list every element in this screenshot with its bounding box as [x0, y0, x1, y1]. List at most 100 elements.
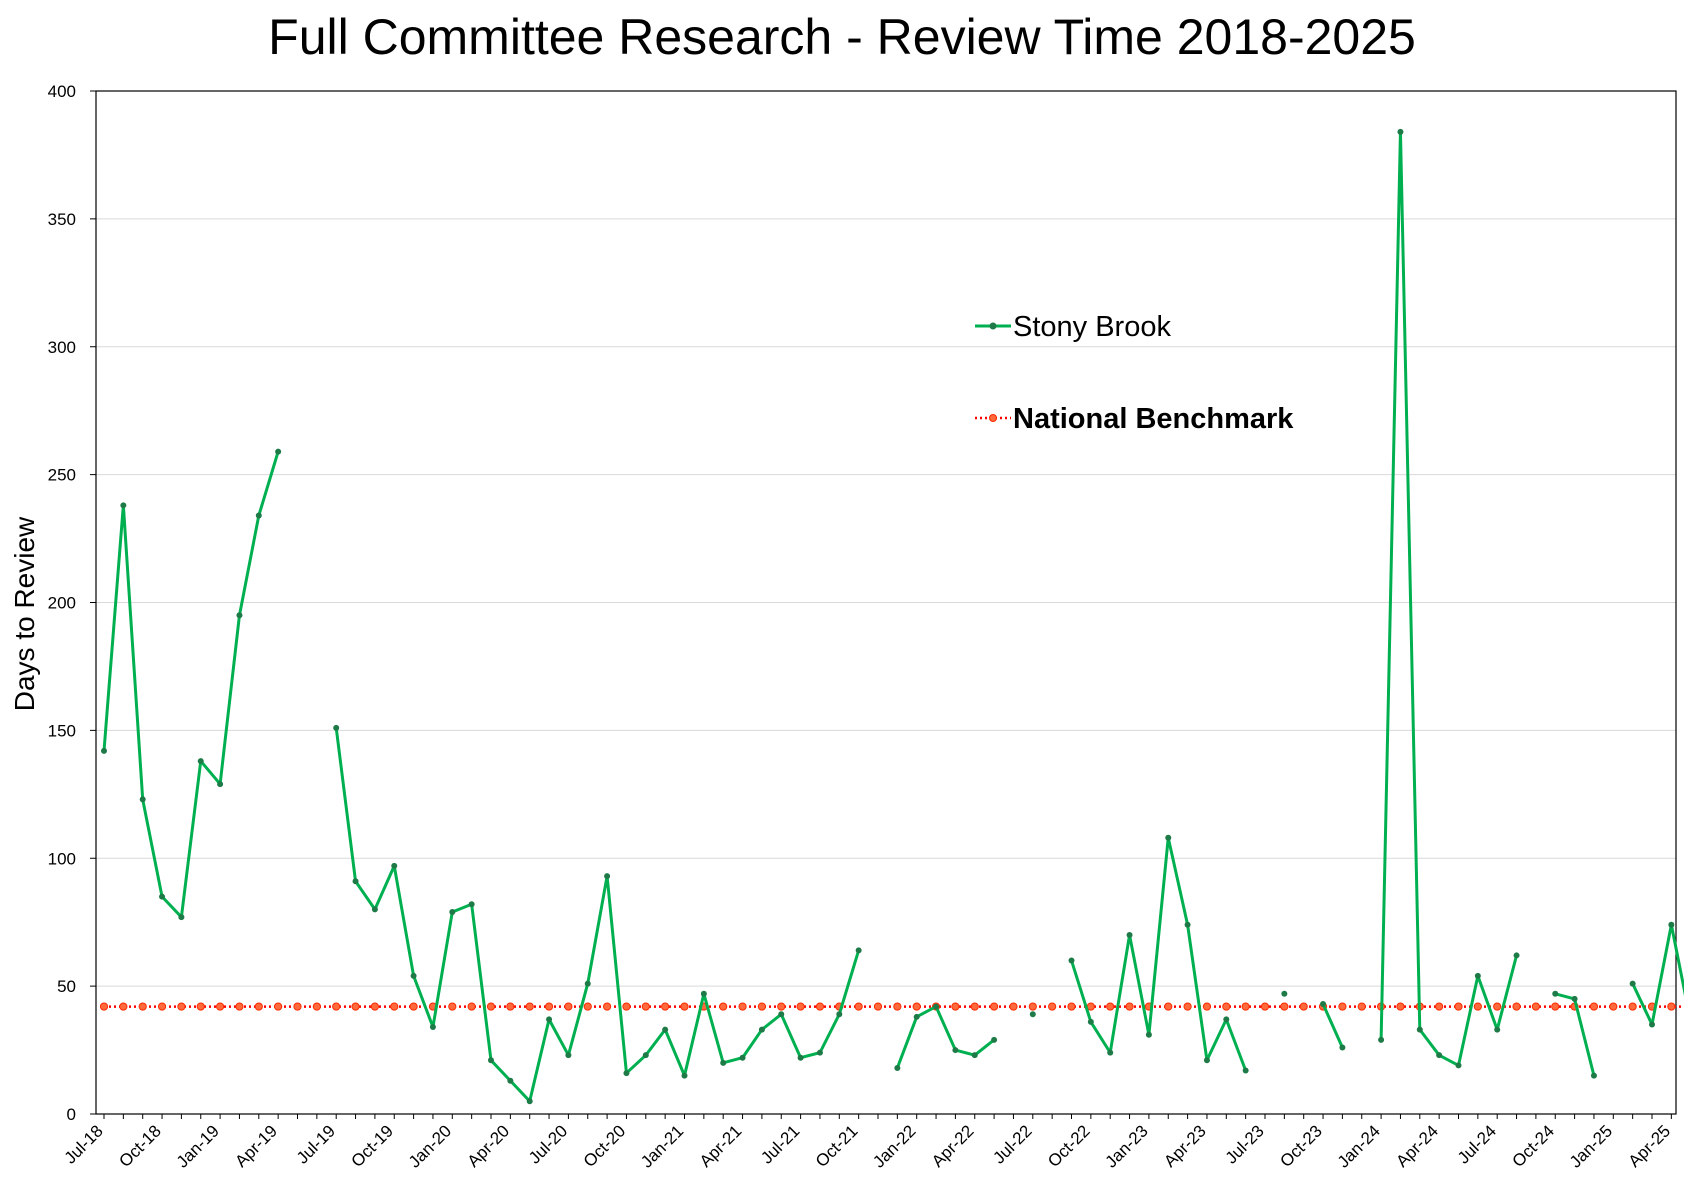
data-point — [855, 947, 862, 954]
data-point — [488, 1057, 494, 1064]
data-point — [1590, 1072, 1597, 1079]
data-point — [933, 1003, 940, 1010]
x-tick-label: Apr-23 — [1160, 1121, 1210, 1171]
data-point — [854, 1002, 863, 1011]
data-point — [1280, 1002, 1289, 1011]
data-point — [564, 1002, 573, 1011]
data-point — [970, 1002, 979, 1011]
data-point — [1474, 972, 1481, 979]
x-tick-label: Jan-21 — [637, 1121, 687, 1171]
data-point — [1107, 1049, 1114, 1056]
data-point — [757, 1002, 767, 1011]
chart-title: Full Committee Research - Review Time 20… — [268, 9, 1416, 65]
data-point — [177, 1002, 186, 1011]
data-point — [99, 1002, 109, 1011]
data-point — [236, 612, 243, 619]
data-point — [952, 1047, 959, 1054]
data-point — [642, 1052, 649, 1059]
data-point — [796, 1002, 805, 1011]
data-point — [1435, 1002, 1444, 1011]
data-point — [1416, 1026, 1423, 1033]
x-tick-label: Oct-22 — [1044, 1121, 1094, 1171]
data-point — [1203, 1057, 1210, 1064]
data-point — [758, 1026, 765, 1033]
data-point — [739, 1054, 746, 1061]
x-tick-label: Oct-19 — [348, 1121, 398, 1171]
legend-marker-national-benchmark — [989, 414, 997, 422]
data-point — [662, 1026, 669, 1033]
data-point — [603, 1002, 612, 1011]
data-point — [991, 1036, 998, 1043]
plot-area-border — [95, 90, 1677, 1115]
data-point — [990, 1002, 999, 1011]
data-point — [777, 1002, 786, 1011]
data-point — [1629, 980, 1636, 987]
data-point — [622, 1002, 631, 1011]
data-point — [370, 1002, 379, 1011]
data-point — [1513, 952, 1520, 959]
x-tick-label: Jan-23 — [1102, 1121, 1152, 1171]
x-tick-label: Apr-21 — [696, 1121, 746, 1171]
x-tick-label: Apr-24 — [1392, 1121, 1442, 1171]
data-point — [1299, 1002, 1308, 1011]
x-tick-label: Jan-19 — [173, 1121, 223, 1171]
data-point — [274, 1002, 283, 1011]
data-point — [623, 1070, 630, 1077]
data-point — [1165, 834, 1172, 841]
x-tick-label: Jan-24 — [1334, 1121, 1384, 1171]
data-point — [1164, 1002, 1173, 1011]
y-tick-label: 300 — [48, 338, 76, 357]
x-tick-label: Oct-20 — [580, 1121, 630, 1171]
data-point — [1281, 990, 1288, 997]
series-line — [102, 130, 1684, 1103]
data-point — [583, 1002, 592, 1011]
data-point — [971, 1052, 978, 1059]
data-point — [719, 1002, 728, 1011]
x-tick-label: Jan-20 — [405, 1121, 455, 1171]
data-point — [1125, 1002, 1134, 1011]
data-point — [1320, 1001, 1327, 1008]
y-tick-label: 250 — [48, 466, 76, 485]
data-point — [720, 1059, 727, 1066]
gridlines — [96, 218, 1676, 987]
data-point — [1241, 1002, 1250, 1011]
data-point — [1667, 1002, 1676, 1011]
data-point — [333, 724, 340, 731]
series-national-benchmark — [99, 1002, 1684, 1011]
data-point — [1260, 1002, 1270, 1011]
legend-marker-stony-brook — [989, 322, 997, 330]
data-point — [1242, 1067, 1249, 1074]
data-point — [1223, 1016, 1230, 1023]
y-tick-label: 0 — [67, 1105, 76, 1124]
legend-label-stony-brook: Stony Brook — [1013, 311, 1171, 343]
y-axis-label: Days to Review — [9, 516, 40, 711]
data-point — [157, 1002, 167, 1011]
data-point — [738, 1002, 747, 1011]
data-point — [449, 908, 456, 915]
data-point — [546, 1016, 553, 1023]
data-point — [1029, 1011, 1036, 1018]
data-point — [351, 1002, 360, 1011]
data-point — [371, 906, 378, 913]
data-point — [797, 1054, 804, 1061]
x-tick-label: Apr-20 — [464, 1121, 514, 1171]
data-point — [1145, 1031, 1152, 1038]
x-tick-label: Oct-21 — [812, 1121, 862, 1171]
data-point — [525, 1002, 534, 1011]
data-point — [778, 1011, 785, 1018]
data-point — [565, 1052, 572, 1059]
data-point — [584, 980, 591, 987]
x-tick-label: Jan-22 — [869, 1121, 919, 1171]
data-point — [507, 1077, 514, 1084]
data-point — [1512, 1002, 1521, 1011]
x-tick-label: Apr-19 — [231, 1121, 281, 1171]
data-point — [235, 1002, 244, 1011]
data-point — [1493, 1002, 1502, 1011]
data-point — [391, 862, 398, 869]
data-point — [1048, 1002, 1057, 1011]
data-point — [467, 1002, 476, 1011]
x-tick-label: Oct-24 — [1509, 1121, 1559, 1171]
data-point — [1494, 1026, 1501, 1033]
data-point — [101, 747, 107, 754]
